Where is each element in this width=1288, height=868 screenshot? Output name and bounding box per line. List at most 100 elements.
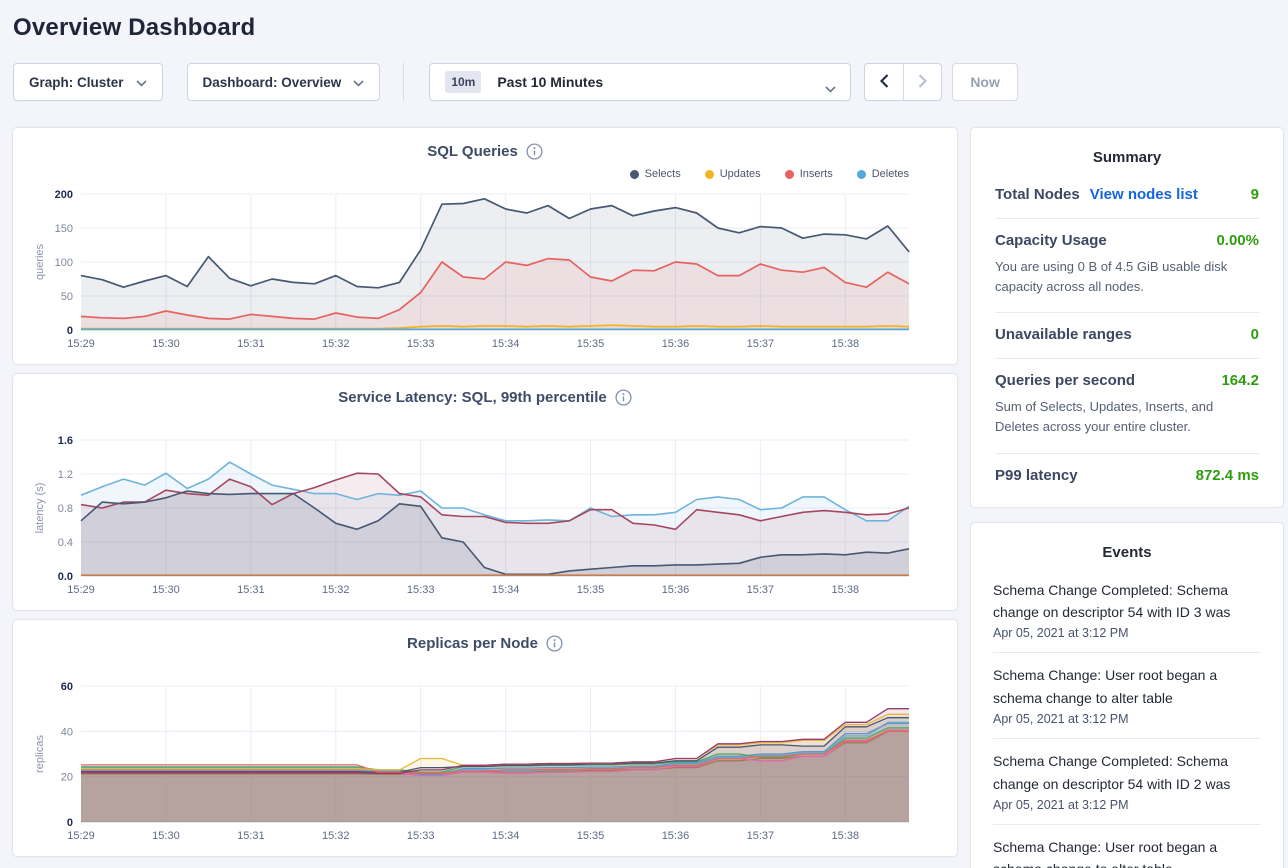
svg-text:15:30: 15:30 [152, 584, 180, 596]
sql-queries-chart[interactable]: 0 50 100 150 200 15:29 15:30 15:31 15:32 15:33 15:… [13, 128, 957, 364]
svg-text:40: 40 [61, 726, 73, 738]
svg-text:15:30: 15:30 [152, 338, 180, 350]
svg-text:15:36: 15:36 [662, 830, 690, 842]
summary-panel: Summary Total Nodes View nodes list 9 Ca… [970, 127, 1284, 508]
svg-text:0.8: 0.8 [58, 503, 73, 515]
summary-row-total-nodes: Total Nodes View nodes list 9 [995, 173, 1259, 219]
svg-text:queries: queries [34, 243, 46, 280]
legend-item: Inserts [784, 168, 833, 180]
total-nodes-label: Total Nodes [995, 186, 1080, 203]
chevron-down-icon [135, 75, 147, 90]
chart-legend: Selects Updates Inserts Deletes [629, 168, 909, 180]
svg-text:15:35: 15:35 [577, 830, 605, 842]
info-icon[interactable] [615, 389, 632, 406]
sql-queries-chart-panel: SQL Queries Selects Updates Inserts Deletes… [12, 127, 958, 365]
svg-text:15:38: 15:38 [832, 338, 860, 350]
service-latency-chart[interactable]: 0.0 0.4 0.8 1.2 1.6 15:29 15:30 15:31 15:32 15:33… [13, 374, 957, 610]
event-timestamp: Apr 05, 2021 at 3:12 PM [993, 626, 1129, 641]
svg-text:1.6: 1.6 [58, 435, 73, 447]
event-text: Schema Change: User root began a schema … [993, 838, 1218, 868]
events-title: Events [1102, 543, 1152, 561]
svg-text:15:36: 15:36 [662, 338, 690, 350]
svg-text:0: 0 [67, 325, 73, 337]
qps-value: 164.2 [1221, 372, 1259, 390]
graph-dropdown[interactable]: Graph: Cluster [13, 63, 163, 101]
replicas-per-node-chart-panel: Replicas per Node 0 20 40 60 15:29 15:30 15:31… [12, 619, 958, 857]
event-text: Schema Change: User root began a schema … [993, 667, 1218, 706]
legend-item: Selects [629, 168, 681, 180]
replicas-per-node-chart[interactable]: 0 20 40 60 15:29 15:30 15:31 15:32 15:33 15:34 15:… [13, 620, 957, 856]
svg-text:15:32: 15:32 [322, 338, 350, 350]
unavailable-ranges-value: 0 [1250, 326, 1259, 344]
charts-column: SQL Queries Selects Updates Inserts Deletes… [12, 127, 958, 857]
event-item: Schema Change Completed: Schema change o… [993, 739, 1261, 825]
svg-text:50: 50 [61, 291, 73, 303]
svg-text:15:37: 15:37 [747, 830, 775, 842]
svg-text:150: 150 [55, 223, 73, 235]
legend-label: Deletes [871, 168, 909, 180]
legend-label: Inserts [799, 168, 833, 180]
legend-item: Updates [704, 168, 761, 180]
capacity-usage-label: Capacity Usage [995, 232, 1107, 249]
svg-text:15:29: 15:29 [67, 338, 95, 350]
chevron-right-icon [918, 73, 928, 91]
toolbar-divider [403, 63, 405, 101]
event-item: Schema Change: User root began a schema … [993, 825, 1261, 868]
legend-dot-icon [856, 169, 866, 179]
legend-dot-icon [704, 169, 714, 179]
svg-text:20: 20 [61, 772, 73, 784]
svg-text:15:31: 15:31 [237, 584, 265, 596]
p99-latency-label: P99 latency [995, 466, 1078, 484]
svg-text:100: 100 [55, 257, 73, 269]
svg-text:15:35: 15:35 [577, 584, 605, 596]
chart-title: Service Latency: SQL, 99th percentile [338, 389, 607, 406]
view-nodes-list-link[interactable]: View nodes list [1089, 186, 1198, 203]
page-title: Overview Dashboard [13, 14, 256, 41]
main-content: SQL Queries Selects Updates Inserts Deletes… [12, 127, 1288, 868]
summary-row-unavailable-ranges: Unavailable ranges 0 [995, 313, 1259, 360]
event-timestamp: Apr 05, 2021 at 3:12 PM [993, 712, 1129, 727]
time-range-selector[interactable]: 10m Past 10 Minutes [429, 63, 852, 101]
svg-text:15:32: 15:32 [322, 584, 350, 596]
time-range-badge: 10m [445, 71, 482, 93]
svg-text:15:31: 15:31 [237, 830, 265, 842]
svg-text:15:38: 15:38 [832, 830, 860, 842]
event-timestamp: Apr 05, 2021 at 3:12 PM [993, 797, 1129, 812]
qps-label: Queries per second [995, 372, 1136, 390]
info-icon[interactable] [546, 635, 563, 652]
event-item: Schema Change Completed: Schema change o… [993, 568, 1261, 654]
legend-item: Deletes [856, 168, 909, 180]
legend-dot-icon [629, 169, 639, 179]
svg-text:15:37: 15:37 [747, 584, 775, 596]
svg-text:replicas: replicas [34, 735, 46, 773]
chevron-down-icon [353, 75, 364, 90]
now-button[interactable]: Now [952, 63, 1018, 101]
svg-text:60: 60 [61, 681, 73, 693]
capacity-usage-value: 0.00% [1216, 232, 1259, 249]
svg-text:15:36: 15:36 [662, 584, 690, 596]
unavailable-ranges-label: Unavailable ranges [995, 326, 1132, 344]
summary-row-capacity: Capacity Usage 0.00% You are using 0 B o… [995, 219, 1259, 314]
summary-title: Summary [1092, 149, 1162, 166]
svg-text:latency (s): latency (s) [34, 483, 46, 534]
event-text: Schema Change Completed: Schema change o… [993, 581, 1231, 620]
svg-text:15:33: 15:33 [407, 338, 435, 350]
chevron-left-icon [879, 73, 889, 91]
info-icon[interactable] [526, 143, 543, 160]
dashboard-dropdown[interactable]: Dashboard: Overview [186, 63, 381, 101]
time-prev-button[interactable] [865, 64, 903, 100]
time-next-button[interactable] [903, 64, 941, 100]
graph-dropdown-label: Graph: Cluster [29, 74, 124, 90]
svg-text:200: 200 [55, 189, 73, 201]
dashboard-dropdown-label: Dashboard: Overview [202, 74, 342, 90]
legend-label: Updates [719, 168, 761, 180]
toolbar: Graph: Cluster Dashboard: Overview 10m P… [13, 63, 1288, 101]
svg-text:15:29: 15:29 [67, 830, 95, 842]
svg-text:15:35: 15:35 [577, 338, 605, 350]
legend-label: Selects [644, 168, 681, 180]
svg-text:15:34: 15:34 [492, 584, 520, 596]
svg-text:0.4: 0.4 [58, 537, 73, 549]
svg-text:0.0: 0.0 [58, 571, 73, 583]
time-range-label: Past 10 Minutes [497, 74, 604, 90]
qps-subtext: Sum of Selects, Updates, Inserts, and De… [995, 399, 1214, 435]
